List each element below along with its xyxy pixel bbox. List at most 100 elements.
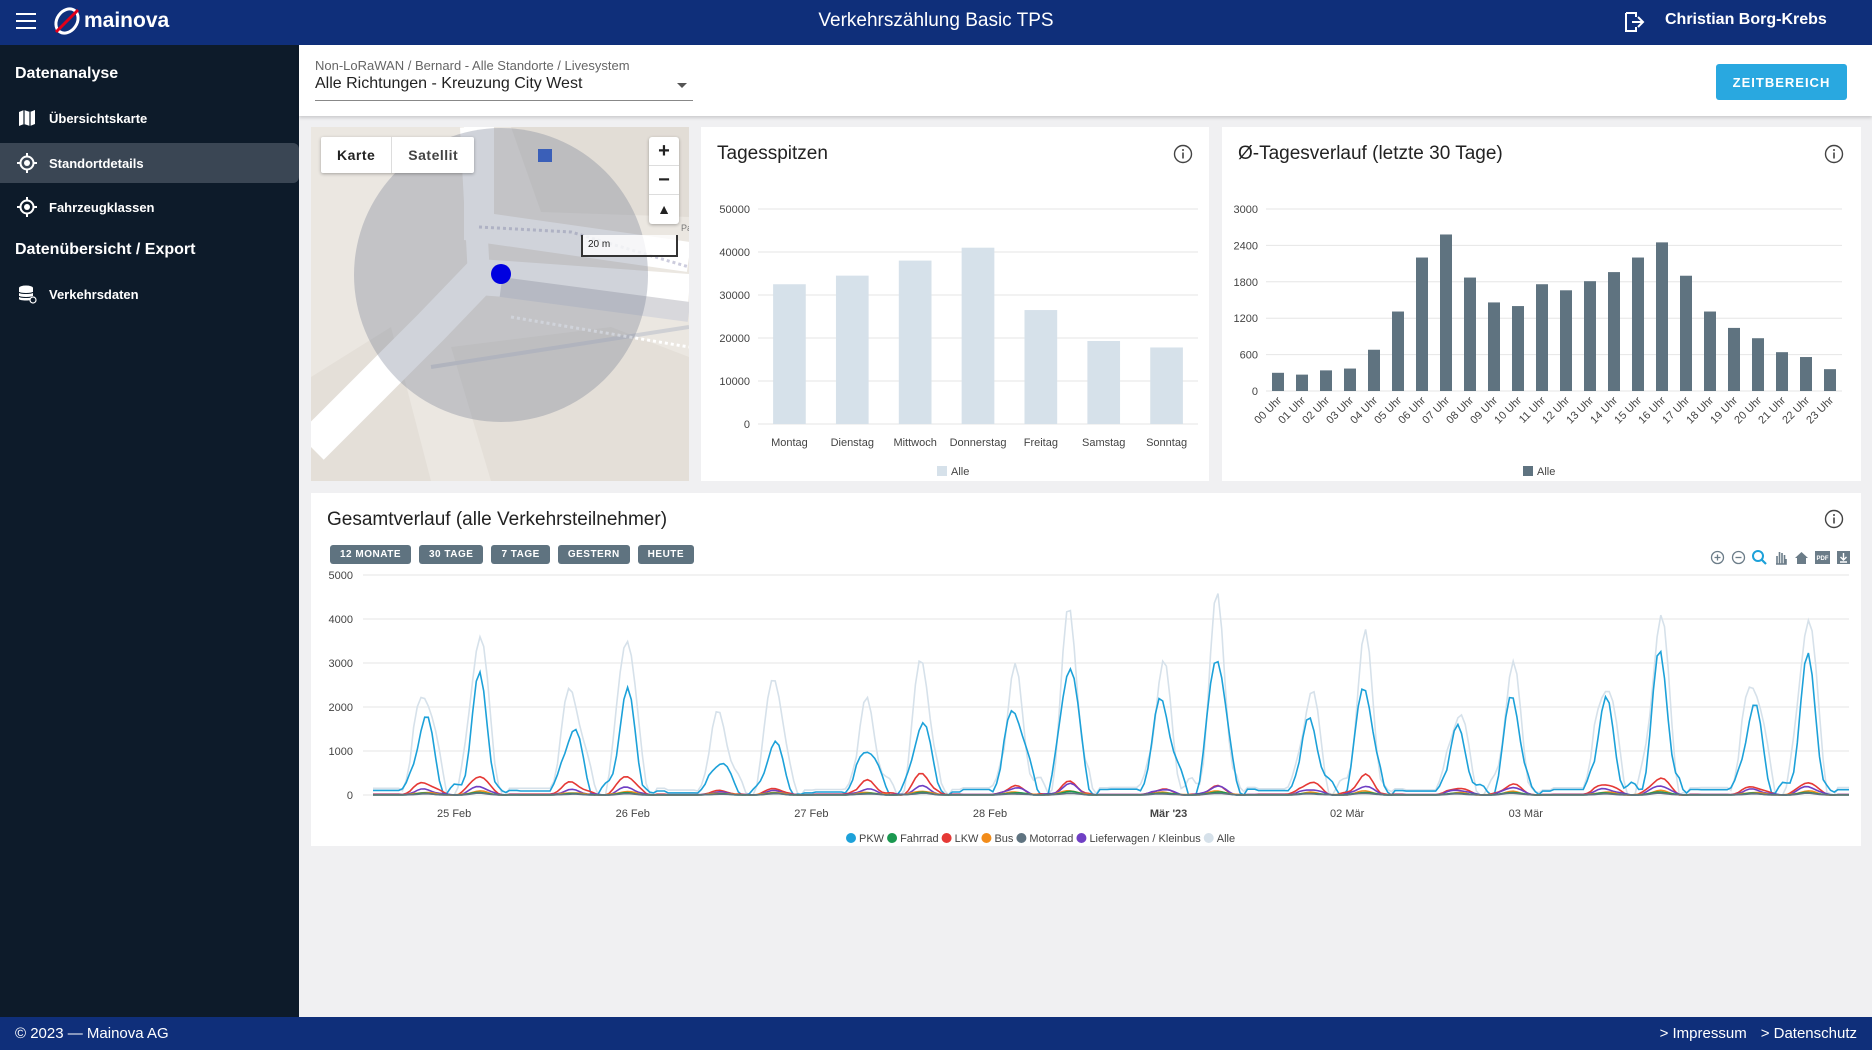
database-icon bbox=[18, 285, 37, 304]
x-tick-label: 03 Mär bbox=[1509, 808, 1544, 820]
range-12-monate-button[interactable]: 12 MONATE bbox=[330, 545, 411, 564]
zoom-in-button[interactable]: + bbox=[649, 137, 679, 166]
y-tick-label: 5000 bbox=[329, 570, 353, 582]
range-gestern-button[interactable]: GESTERN bbox=[557, 545, 630, 564]
bar bbox=[1632, 257, 1644, 391]
sidebar-item-label: Übersichtskarte bbox=[49, 110, 148, 126]
map-type-karte[interactable]: Karte bbox=[337, 147, 376, 163]
location-marker[interactable] bbox=[491, 264, 511, 284]
sidebar-item-uebersichtskarte[interactable]: Übersichtskarte bbox=[0, 98, 299, 138]
x-tick-label: Dienstag bbox=[831, 437, 874, 449]
zoom-out-button[interactable]: − bbox=[649, 166, 679, 195]
y-tick-label: 0 bbox=[744, 419, 750, 431]
bar bbox=[1560, 290, 1572, 391]
map-type-toggle: Karte Satellit bbox=[321, 137, 475, 173]
zoom-in-icon[interactable] bbox=[1709, 549, 1726, 566]
app-title: Verkehrszählung Basic TPS bbox=[818, 10, 1054, 31]
y-tick-label: 1200 bbox=[1234, 313, 1258, 325]
download-icon[interactable] bbox=[1835, 549, 1852, 566]
bar bbox=[1368, 349, 1380, 391]
pdf-export-icon[interactable]: PDF bbox=[1814, 549, 1831, 566]
x-tick-label: Samstag bbox=[1082, 437, 1125, 449]
gesamtverlauf-chart: 0 1000 2000 3000 4000 5000 25 Feb 26 Feb 27 Feb 2… bbox=[329, 570, 1849, 845]
location-select[interactable]: Alle Richtungen - Kreuzung City West bbox=[315, 75, 693, 101]
mainova-logo-icon bbox=[54, 7, 80, 35]
logo-text: mainova bbox=[84, 9, 170, 32]
map-scale: 20 m bbox=[581, 235, 678, 257]
legend-label: Alle bbox=[951, 466, 969, 478]
x-tick-label: 02 Mär bbox=[1330, 808, 1365, 820]
bar bbox=[773, 284, 806, 424]
series-line-alle bbox=[373, 593, 1849, 797]
bicycle-icon bbox=[538, 149, 552, 162]
copyright-text: © 2023 — Mainova AG bbox=[15, 1025, 169, 1042]
sidebar-item-fahrzeugklassen[interactable]: Fahrzeugklassen bbox=[0, 187, 299, 227]
top-app-bar: mainova Verkehrszählung Basic TPS Christ… bbox=[0, 0, 1872, 45]
compass-icon[interactable]: ▲ bbox=[657, 201, 671, 217]
legend-label: LKW bbox=[955, 833, 979, 845]
range-heute-button[interactable]: HEUTE bbox=[637, 545, 695, 564]
datenschutz-link[interactable]: > Datenschutz bbox=[1760, 1025, 1857, 1042]
y-tick-label: 3000 bbox=[1234, 204, 1258, 216]
logout-icon[interactable] bbox=[1622, 10, 1646, 34]
sidebar-item-label: Standortdetails bbox=[49, 155, 144, 171]
bar bbox=[1752, 338, 1764, 391]
map-type-satellit[interactable]: Satellit bbox=[391, 137, 474, 173]
info-icon[interactable] bbox=[1173, 144, 1193, 164]
legend-marker bbox=[887, 833, 898, 843]
bar bbox=[835, 275, 869, 424]
x-tick-label: Montag bbox=[771, 437, 808, 449]
legend-label: Motorrad bbox=[1029, 833, 1073, 845]
pan-hand-icon[interactable] bbox=[1772, 549, 1789, 566]
bar bbox=[1272, 372, 1284, 391]
range-7-tage-button[interactable]: 7 TAGE bbox=[491, 545, 550, 564]
location-select-value: Alle Richtungen - Kreuzung City West bbox=[315, 75, 583, 92]
y-tick-label: 2400 bbox=[1234, 240, 1258, 252]
tagesspitzen-chart: 0 10000 20000 30000 40000 50000 Montag Dienstag… bbox=[719, 204, 1198, 478]
impressum-link[interactable]: > Impressum bbox=[1659, 1025, 1747, 1042]
bar bbox=[1344, 368, 1356, 391]
bar bbox=[1704, 311, 1716, 391]
breadcrumb: Non-LoRaWAN / Bernard - Alle Standorte /… bbox=[315, 58, 630, 73]
map-icon bbox=[19, 110, 35, 126]
sidebar-item-standortdetails[interactable]: Standortdetails bbox=[0, 143, 299, 183]
map-canvas[interactable]: Pala bbox=[311, 127, 689, 481]
range-button-group: 12 MONATE 30 TAGE 7 TAGE GESTERN HEUTE bbox=[330, 545, 695, 564]
selection-zoom-icon[interactable] bbox=[1751, 549, 1768, 566]
bar bbox=[1608, 272, 1620, 391]
info-icon[interactable] bbox=[1824, 509, 1844, 529]
x-tick-label: Donnerstag bbox=[950, 437, 1007, 449]
y-tick-label: 3000 bbox=[329, 658, 353, 670]
location-map[interactable]: Pala Karte Satellit + − ▲ 20 m bbox=[311, 127, 689, 481]
bar bbox=[1536, 284, 1548, 391]
mainova-logo[interactable]: mainova bbox=[50, 6, 169, 36]
zoom-out-icon[interactable] bbox=[1730, 549, 1747, 566]
bar bbox=[1320, 370, 1332, 391]
tagesverlauf-card: Ø-Tagesverlauf (letzte 30 Tage) 0 600 1200… bbox=[1222, 127, 1861, 481]
x-tick-label: 10 Uhr bbox=[1492, 394, 1524, 426]
y-tick-label: 1000 bbox=[329, 746, 353, 758]
info-icon[interactable] bbox=[1824, 144, 1844, 164]
zoom-control: + − ▲ bbox=[649, 137, 679, 224]
bar bbox=[1440, 234, 1452, 391]
chart-toolbar: PDF bbox=[1709, 549, 1852, 566]
tagesspitzen-card: Tagesspitzen 0 10000 20000 30000 40000 50000 M… bbox=[701, 127, 1209, 481]
legend-marker bbox=[981, 833, 992, 843]
menu-icon[interactable] bbox=[16, 13, 36, 29]
y-tick-label: 4000 bbox=[329, 614, 353, 626]
x-tick-label: Mär '23 bbox=[1150, 808, 1187, 820]
x-tick-label: Mittwoch bbox=[893, 437, 936, 449]
bar bbox=[1824, 369, 1836, 391]
footer: © 2023 — Mainova AG > Impressum > Datens… bbox=[0, 1017, 1872, 1050]
user-name[interactable]: Christian Borg-Krebs bbox=[1665, 11, 1827, 28]
reset-home-icon[interactable] bbox=[1793, 549, 1810, 566]
card-title: Tagesspitzen bbox=[717, 143, 828, 164]
zeitbereich-button[interactable]: ZEITBEREICH bbox=[1716, 64, 1847, 100]
svg-text:PDF: PDF bbox=[1817, 556, 1829, 562]
x-tick-label: 28 Feb bbox=[973, 808, 1007, 820]
x-tick-label: 23 Uhr bbox=[1804, 394, 1836, 426]
sidebar: Datenanalyse Übersichtskarte Standortdet… bbox=[0, 45, 299, 1017]
range-30-tage-button[interactable]: 30 TAGE bbox=[419, 545, 484, 564]
sidebar-item-verkehrsdaten[interactable]: Verkehrsdaten bbox=[0, 274, 299, 314]
